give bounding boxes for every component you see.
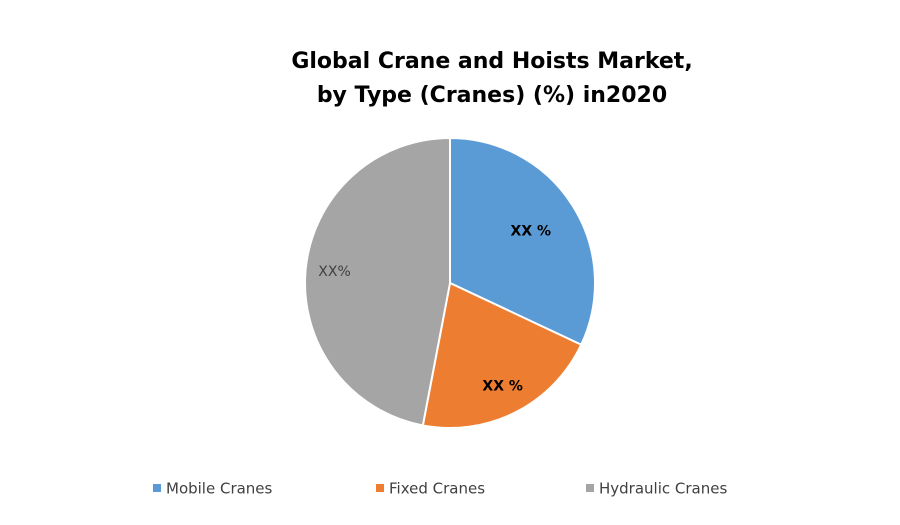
legend-label: Fixed Cranes [389,480,485,498]
pie-slice [449,136,596,347]
legend-label: Hydraulic Cranes [599,480,727,498]
chart-title-line: by Type (Cranes) (%) in2020 [317,83,667,108]
data-label: XX % [511,224,552,240]
legend-label: Mobile Cranes [166,480,273,498]
data-label: XX % [482,378,523,394]
chart-title-line: Global Crane and Hoists Market, [291,49,692,74]
legend-marker [153,484,161,492]
pie-slice [304,136,451,427]
data-label: XX% [318,264,350,280]
legend-marker [586,484,594,492]
legend-marker [376,484,384,492]
pie-slice [421,281,583,429]
